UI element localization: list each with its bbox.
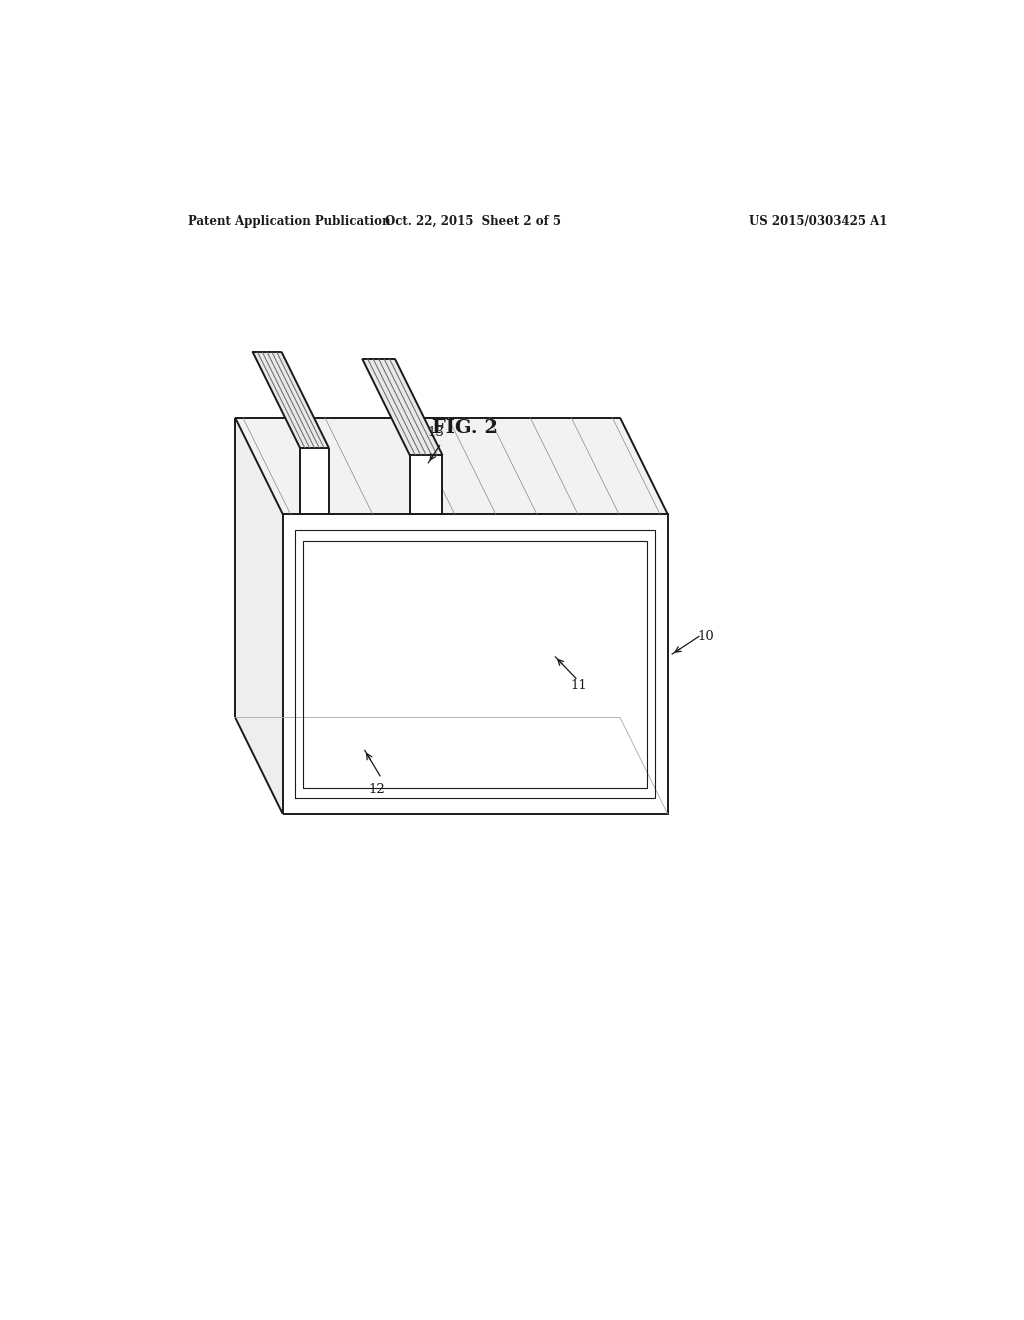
Text: 13: 13 — [427, 426, 444, 440]
Text: US 2015/0303425 A1: US 2015/0303425 A1 — [750, 215, 888, 228]
Text: 12: 12 — [368, 783, 385, 796]
Text: Patent Application Publication: Patent Application Publication — [187, 215, 390, 228]
Text: Oct. 22, 2015  Sheet 2 of 5: Oct. 22, 2015 Sheet 2 of 5 — [385, 215, 561, 228]
Polygon shape — [283, 515, 668, 814]
Polygon shape — [236, 417, 668, 515]
Text: FIG. 2: FIG. 2 — [432, 418, 499, 437]
Polygon shape — [410, 455, 442, 515]
Polygon shape — [300, 447, 329, 515]
Text: 11: 11 — [570, 680, 587, 693]
Text: 10: 10 — [697, 630, 714, 643]
Polygon shape — [362, 359, 442, 455]
Polygon shape — [236, 417, 283, 814]
Polygon shape — [253, 351, 329, 447]
